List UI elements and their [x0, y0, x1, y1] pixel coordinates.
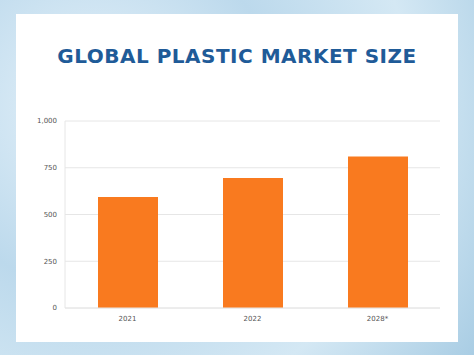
svg-text:750: 750 [44, 164, 57, 172]
svg-text:1,000: 1,000 [37, 117, 57, 125]
svg-text:2022: 2022 [244, 315, 262, 323]
svg-text:500: 500 [44, 211, 57, 219]
svg-text:2021: 2021 [119, 315, 137, 323]
svg-text:250: 250 [44, 258, 57, 266]
svg-text:2028*: 2028* [367, 315, 389, 323]
svg-text:0: 0 [53, 304, 57, 312]
html-text:GLOBAL PLASTIC MARKET SIZE: GLOBAL PLASTIC MARKET SIZE [57, 44, 417, 68]
